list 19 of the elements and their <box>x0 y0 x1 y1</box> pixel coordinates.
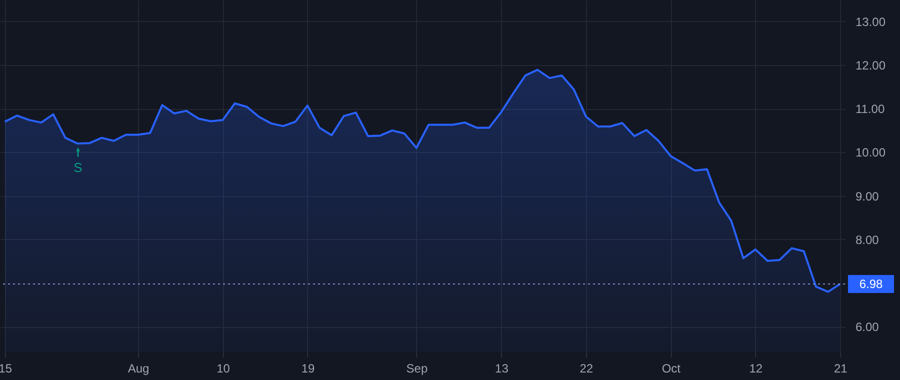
x-tick-label: Aug <box>128 362 150 376</box>
ref-line-label: 6.98 <box>859 276 883 291</box>
y-tick-label: 9.00 <box>856 189 880 204</box>
y-tick-label: 8.00 <box>856 232 880 247</box>
x-tick-label: 21 <box>834 362 848 376</box>
x-tick-label: 15 <box>0 362 12 376</box>
y-tick-label: 6.00 <box>856 320 880 334</box>
x-tick-label: 19 <box>301 362 315 376</box>
x-tick-label: 22 <box>580 362 594 376</box>
x-tick-label: Oct <box>662 362 682 376</box>
x-tick-label: 10 <box>216 362 230 376</box>
y-tick-label: 10.00 <box>856 146 886 160</box>
x-tick-label: Sep <box>406 362 428 376</box>
y-tick-label: 11.00 <box>856 102 885 116</box>
y-tick-label: 12.00 <box>856 58 886 72</box>
y-tick-label: 13.00 <box>856 14 886 29</box>
annotation: S <box>74 160 83 175</box>
x-tick-label: 12 <box>749 362 763 376</box>
x-tick-label: 13 <box>495 362 509 376</box>
